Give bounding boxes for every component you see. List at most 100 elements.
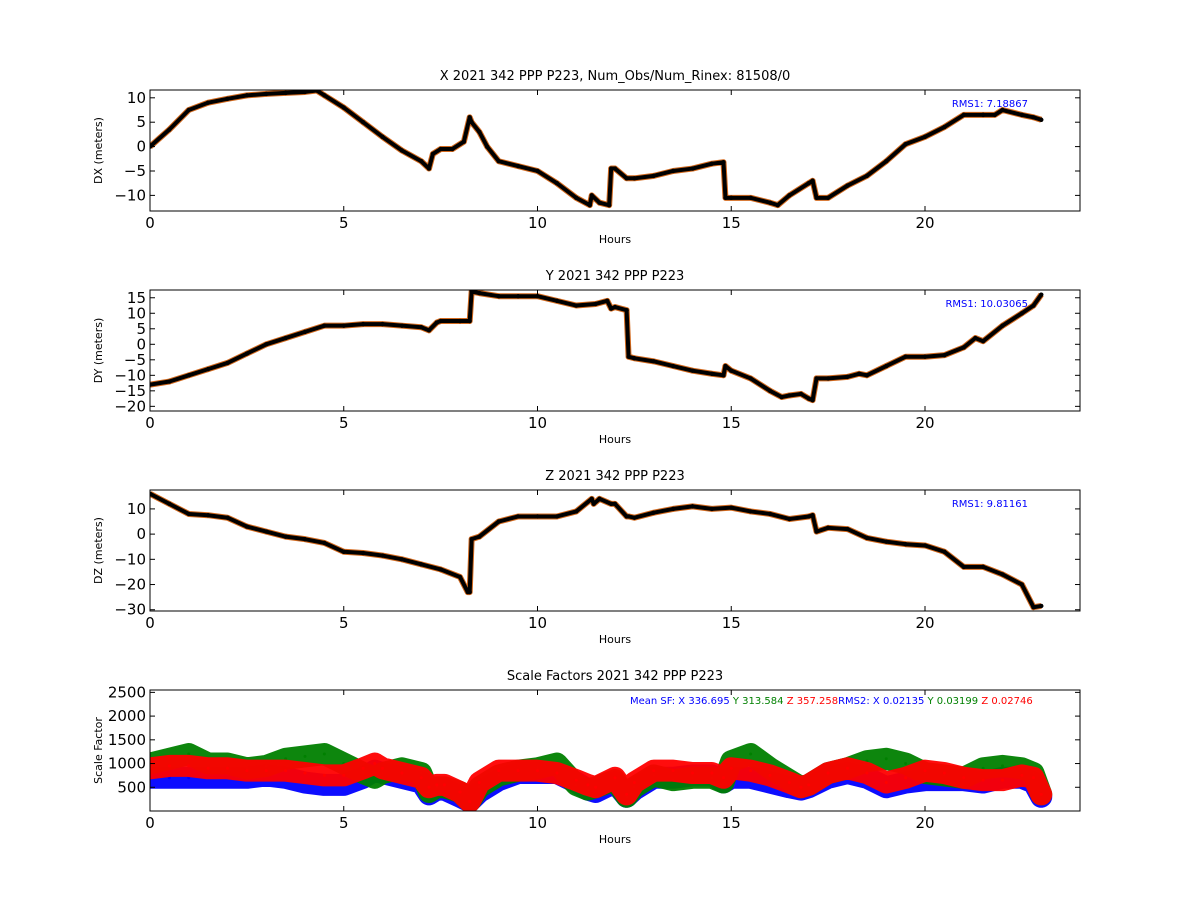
data-point bbox=[591, 501, 596, 507]
data-point bbox=[589, 193, 594, 198]
data-point bbox=[709, 161, 715, 166]
x-tick-label: 10 bbox=[528, 214, 547, 232]
data-point bbox=[438, 318, 443, 324]
data-point bbox=[283, 335, 288, 341]
y-tick-label: −5 bbox=[124, 351, 146, 369]
data-point bbox=[767, 388, 773, 394]
data-point bbox=[597, 200, 602, 205]
data-point bbox=[341, 105, 346, 110]
data-point bbox=[360, 550, 366, 556]
data-point bbox=[477, 290, 482, 296]
data-point bbox=[535, 168, 540, 174]
data-point bbox=[606, 202, 612, 208]
series-1-point bbox=[400, 771, 404, 775]
data-point bbox=[205, 100, 211, 105]
data-point bbox=[748, 195, 753, 201]
data-point bbox=[884, 159, 889, 164]
data-point bbox=[903, 541, 908, 547]
series-1-point bbox=[594, 785, 598, 789]
data-point bbox=[632, 515, 637, 520]
y-tick-label: 0 bbox=[136, 335, 146, 353]
series-1-point bbox=[477, 781, 481, 785]
series-1-point bbox=[1039, 792, 1043, 796]
data-point bbox=[225, 515, 230, 520]
data-point bbox=[608, 501, 614, 507]
data-point bbox=[205, 366, 211, 372]
series-1-point bbox=[625, 792, 629, 796]
annotation-ry: Y 0.03199 bbox=[926, 696, 981, 707]
x-tick-label: 5 bbox=[339, 214, 349, 232]
data-point bbox=[515, 163, 521, 169]
data-point bbox=[690, 504, 695, 509]
x-tick-label: 10 bbox=[528, 614, 547, 632]
data-point bbox=[186, 107, 191, 113]
data-point bbox=[244, 524, 250, 529]
data-point bbox=[587, 202, 593, 208]
data-point bbox=[723, 195, 728, 201]
x-tick-label: 0 bbox=[145, 614, 155, 632]
data-point bbox=[430, 151, 436, 157]
data-point bbox=[574, 303, 579, 308]
data-point bbox=[961, 345, 966, 350]
data-point bbox=[605, 298, 610, 304]
series-1-point bbox=[516, 769, 520, 773]
data-point bbox=[496, 294, 501, 299]
data-point bbox=[903, 354, 908, 359]
x-axis-label: Hours bbox=[599, 233, 631, 246]
y-tick-label: 1500 bbox=[108, 731, 146, 749]
series-2-point bbox=[303, 754, 307, 758]
y-tick-label: 1000 bbox=[108, 755, 146, 773]
data-point bbox=[399, 148, 405, 153]
data-point bbox=[244, 93, 250, 98]
data-point bbox=[496, 519, 501, 524]
data-point bbox=[167, 501, 172, 507]
data-point bbox=[884, 539, 889, 544]
data-point bbox=[651, 359, 656, 364]
data-point bbox=[864, 373, 870, 378]
data-point bbox=[825, 195, 831, 201]
data-point bbox=[709, 371, 715, 376]
series-1-point bbox=[613, 776, 617, 780]
data-point bbox=[787, 193, 792, 198]
data-point bbox=[942, 549, 947, 554]
series-1-point bbox=[787, 781, 791, 785]
data-point bbox=[399, 323, 405, 328]
data-point bbox=[477, 129, 482, 135]
data-point bbox=[810, 513, 815, 518]
series-1-point bbox=[981, 778, 985, 782]
data-point bbox=[457, 318, 463, 324]
scale-factor-annotation: Mean SF: X 336.695 Y 313.584 Z 357.258RM… bbox=[630, 696, 1033, 707]
series-1-point bbox=[904, 776, 908, 780]
data-point bbox=[825, 376, 831, 381]
data-point bbox=[903, 141, 908, 147]
series-2-point bbox=[284, 757, 288, 761]
series-1-point bbox=[245, 769, 249, 773]
subplot-dx: X 2021 342 PPP P223, Num_Obs/Num_Rinex: … bbox=[92, 69, 1081, 246]
data-point bbox=[167, 379, 172, 384]
y-tick-label: 0 bbox=[136, 138, 146, 156]
data-point bbox=[690, 368, 695, 373]
y-tick-label: 500 bbox=[117, 778, 146, 796]
data-point bbox=[1000, 323, 1005, 328]
series-2-point bbox=[904, 762, 908, 766]
x-tick-label: 5 bbox=[339, 814, 349, 832]
data-point bbox=[1019, 582, 1025, 587]
series-1-point bbox=[427, 785, 431, 789]
data-point bbox=[322, 540, 327, 546]
data-point bbox=[1000, 572, 1005, 577]
data-point bbox=[467, 318, 472, 324]
data-point bbox=[961, 112, 966, 118]
data-point bbox=[1000, 107, 1005, 113]
data-point bbox=[980, 338, 986, 344]
data-point bbox=[426, 166, 432, 171]
data-point bbox=[477, 534, 482, 539]
data-point bbox=[438, 146, 443, 152]
data-point bbox=[341, 549, 346, 554]
data-point bbox=[814, 195, 819, 201]
y-tick-label: 5 bbox=[136, 113, 146, 131]
data-point bbox=[608, 306, 614, 311]
data-point bbox=[554, 180, 560, 186]
data-point bbox=[729, 368, 734, 373]
